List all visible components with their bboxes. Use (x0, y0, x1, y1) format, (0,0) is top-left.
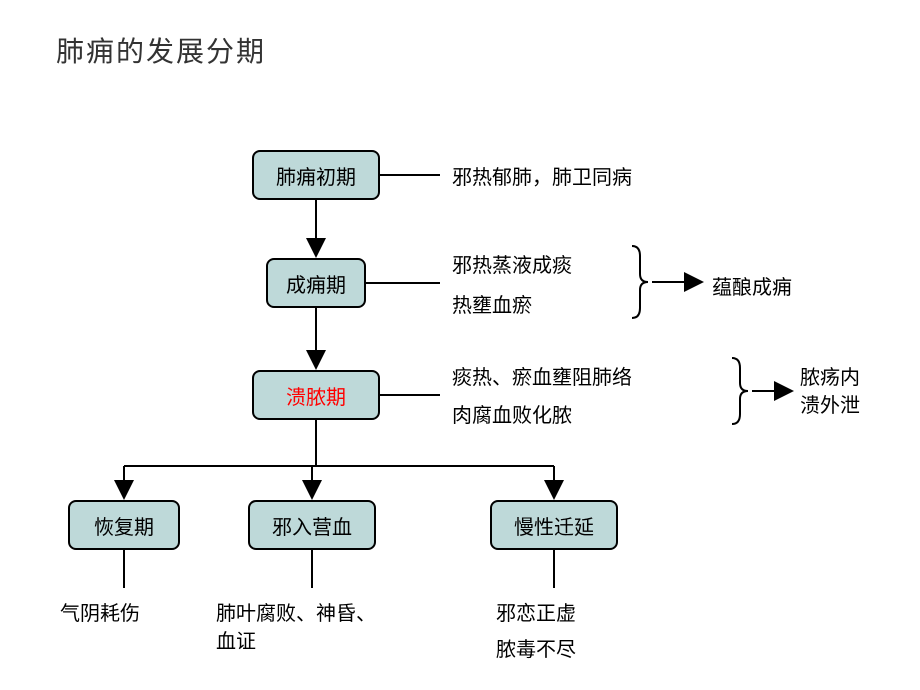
connectors-svg (0, 0, 920, 690)
diagram-canvas: 肺痈的发展分期 肺痈初期 成痈期 溃脓期 恢复期 邪入营血 慢性迁延 邪热郁肺，… (0, 0, 920, 690)
